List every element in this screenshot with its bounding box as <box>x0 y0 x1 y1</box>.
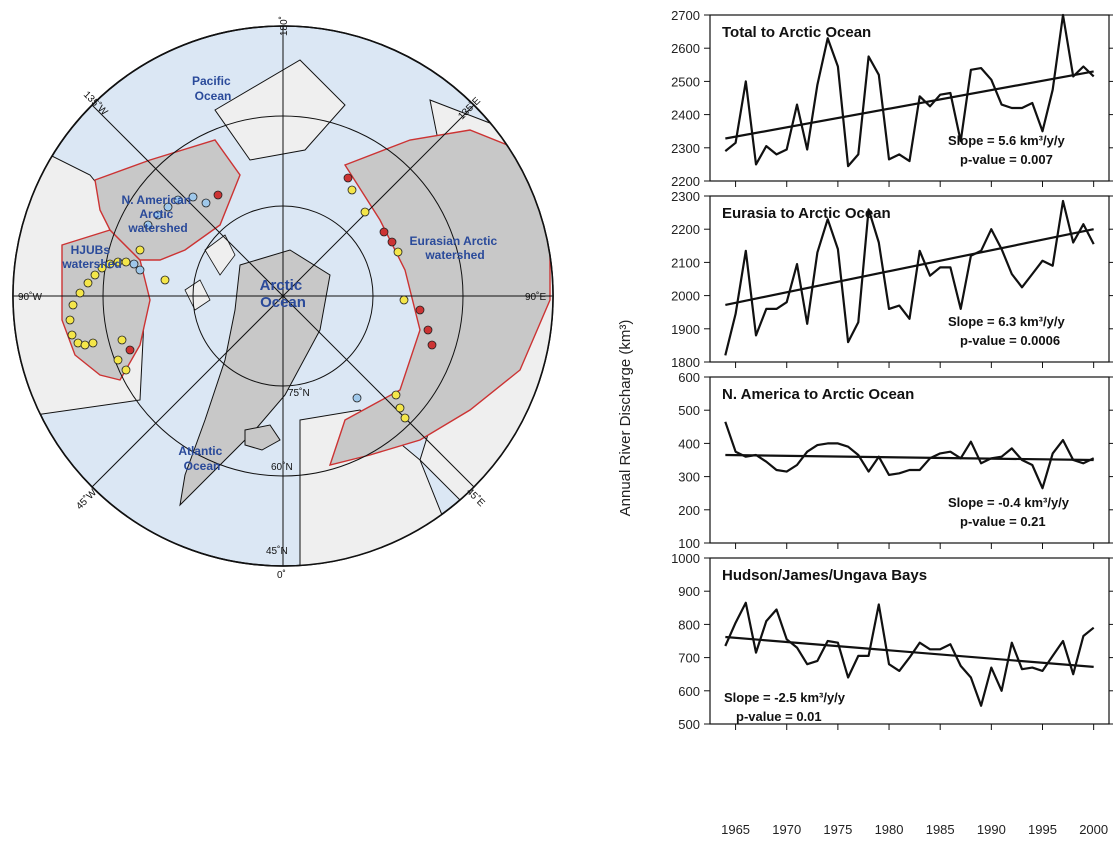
x-tick-label: 2000 <box>1079 822 1108 837</box>
y-tick-label: 2100 <box>671 255 700 270</box>
arctic-islands <box>184 234 236 311</box>
chart-panel-4: 500 600 700 800 900 1000 Hudson/James/Ungava B… <box>671 551 1113 732</box>
y-tick-label: 2200 <box>671 222 700 237</box>
discharge-series-line <box>724 199 1095 356</box>
y-tick-label: 100 <box>678 536 700 551</box>
y-tick-label: 2400 <box>671 108 700 123</box>
trend-line <box>725 70 1094 140</box>
label-0: 0˚ <box>277 569 286 581</box>
slope-annotation: Slope = 6.3 km³/y/y <box>948 314 1065 329</box>
y-tick-label: 1000 <box>671 551 700 566</box>
label-90w: 90˚W <box>18 291 42 303</box>
y-tick-label: 600 <box>678 370 700 385</box>
panel-title: Total to Arctic Ocean <box>722 24 871 41</box>
discharge-series-line <box>724 601 1095 707</box>
panel-frame <box>709 557 1110 725</box>
pvalue-annotation: p-value = 0.007 <box>960 152 1053 167</box>
y-tick-label: 900 <box>678 584 700 599</box>
slope-annotation: Slope = 5.6 km³/y/y <box>948 133 1065 148</box>
greenland <box>179 249 331 507</box>
label-eurasian-watershed: Eurasian Arctic watershed <box>410 234 501 262</box>
parallel-75n <box>192 205 374 387</box>
label-45e: 45˚E <box>464 486 488 510</box>
discharge-series-line <box>724 421 1095 490</box>
x-tick-label: 1970 <box>772 822 801 837</box>
arctic-watershed-map: Pacific Ocean Atlantic Ocean Arctic Ocea… <box>12 16 554 581</box>
trend-line <box>725 453 1094 462</box>
label-hjubs-watershed: HJUBs watershed <box>61 243 121 271</box>
label-pacific-ocean: Pacific Ocean <box>192 74 234 103</box>
x-tick-label: 1985 <box>926 822 955 837</box>
pvalue-annotation: p-value = 0.01 <box>736 709 822 724</box>
x-tick-label: 1995 <box>1028 822 1057 837</box>
label-45n: 45˚N <box>266 545 288 557</box>
y-axis-label: Annual River Discharge (km³) <box>617 320 634 517</box>
x-tick-label: 1965 <box>721 822 750 837</box>
x-tick-label: 1975 <box>823 822 852 837</box>
y-tick-label: 2600 <box>671 41 700 56</box>
panel-title: Hudson/James/Ungava Bays <box>722 567 927 584</box>
panel-title: N. America to Arctic Ocean <box>722 386 914 403</box>
y-tick-label: 700 <box>678 651 700 666</box>
panel-frame <box>709 14 1110 182</box>
trend-line <box>725 228 1094 306</box>
chart-panel-2: 1800 1900 2000 2100 2200 2300 Eurasia to Arcti… <box>671 189 1113 370</box>
y-tick-label: 2200 <box>671 174 700 189</box>
y-tick-label: 2300 <box>671 141 700 156</box>
y-tick-label: 300 <box>678 470 700 485</box>
label-180: 180˚ <box>278 16 290 36</box>
y-tick-label: 2500 <box>671 74 700 89</box>
label-arctic-ocean: Arctic Ocean <box>260 277 307 311</box>
panel-frame <box>709 195 1110 363</box>
parallel-60n <box>102 115 464 477</box>
y-tick-label: 1800 <box>671 355 700 370</box>
pvalue-annotation: p-value = 0.0006 <box>960 333 1060 348</box>
x-tick-label: 1980 <box>875 822 904 837</box>
iceland <box>244 424 281 451</box>
pvalue-annotation: p-value = 0.21 <box>960 514 1046 529</box>
label-90e: 90˚E <box>525 291 546 303</box>
y-tick-label: 500 <box>678 403 700 418</box>
discharge-charts: Annual River Discharge (km³) 22002300240… <box>617 8 1113 837</box>
discharge-series-line <box>724 13 1095 168</box>
y-tick-label: 2700 <box>671 8 700 23</box>
panel-frame <box>709 376 1110 544</box>
chart-panel-3: 100 200 300 400 500 600 N. America to Arctic O… <box>678 370 1113 551</box>
na-arctic-watershed <box>94 139 241 261</box>
y-tick-label: 1900 <box>671 322 700 337</box>
y-tick-label: 2000 <box>671 289 700 304</box>
eurasian-arctic-watershed <box>328 129 551 466</box>
trend-line <box>725 635 1094 668</box>
panel-title: Eurasia to Arctic Ocean <box>722 205 891 222</box>
y-tick-label: 2300 <box>671 189 700 204</box>
label-60n: 60˚N <box>271 461 293 473</box>
y-tick-label: 800 <box>678 617 700 632</box>
x-tick-label: 1990 <box>977 822 1006 837</box>
chart-panel-1: 2200 2300 2400 2500 2600 2700 Total to Arctic … <box>671 8 1113 189</box>
y-tick-label: 600 <box>678 684 700 699</box>
y-tick-label: 400 <box>678 436 700 451</box>
label-na-watershed: N. American Arctic watershed <box>122 193 195 235</box>
label-75n: 75˚N <box>288 387 310 399</box>
gauging-stations <box>65 173 437 423</box>
label-atlantic-ocean: Atlantic Ocean <box>178 444 225 473</box>
slope-annotation: Slope = -0.4 km³/y/y <box>948 495 1070 510</box>
alaska-land <box>214 59 346 161</box>
y-tick-label: 500 <box>678 717 700 732</box>
slope-annotation: Slope = -2.5 km³/y/y <box>724 690 846 705</box>
y-tick-label: 200 <box>678 503 700 518</box>
